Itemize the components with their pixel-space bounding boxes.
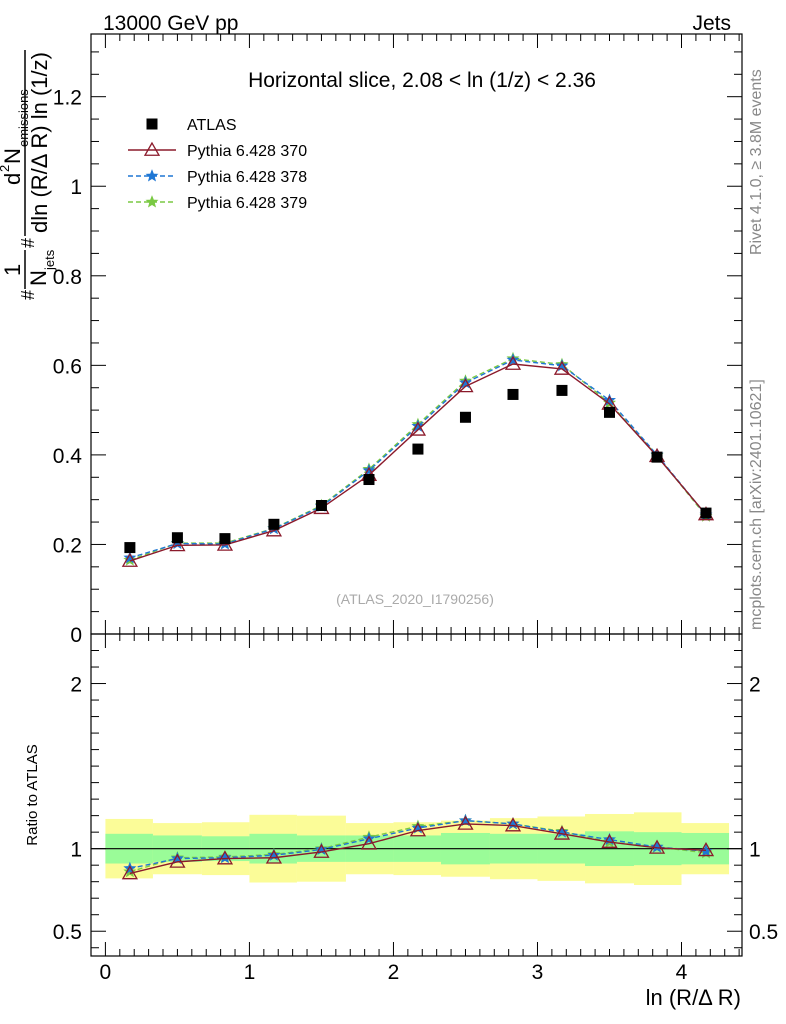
y-main-tick-label-0.8: 0.8 [53,266,82,289]
ratio-y-label: Ratio to ATLAS [24,744,41,845]
series-0 [124,385,711,553]
process-label: Jets [692,12,731,35]
x-tick-label-4: 4 [676,961,688,984]
point-0-11 [652,452,663,463]
point-0-6 [412,444,423,455]
y-label-denominator: dln (R/Δ R) ln (1/z) [27,52,52,233]
point-0-3 [268,519,279,530]
y-ratio-tick-label-1: 1 [70,839,82,862]
series-3 [124,353,712,565]
chart-title: Horizontal slice, 2.08 < ln (1/z) < 2.36 [248,69,596,92]
y-label-one: 1 [0,264,25,276]
y-ratio-tick-label-right-2: 2 [749,674,761,697]
chart-watermark: (ATLAS_2020_I1790256) [336,591,494,607]
y-ratio-tick-label-0.5: 0.5 [53,921,82,944]
point-0-9 [556,385,567,396]
point-0-1 [172,532,183,543]
point-0-12 [700,508,711,519]
legend-marker-2 [146,170,157,181]
y-label-njets: N [26,270,51,286]
mcplots-label: mcplots.cern.ch [arXiv:2401.10621] [748,379,765,630]
y-main-tick-label-1.2: 1.2 [53,87,82,110]
legend-entry-3: Pythia 6.428 379 [128,195,307,212]
x-tick-label-1: 1 [244,961,256,984]
legend-label-2: Pythia 6.428 378 [187,169,307,186]
legend: ATLAS Pythia 6.428 370 Pythia 6.428 378 Pyt… [128,117,307,212]
energy-label: 13000 GeV pp [103,12,238,35]
point-0-10 [604,407,615,418]
legend-marker-0 [147,119,158,130]
y-label-nem: N [0,148,25,164]
legend-label-0: ATLAS [187,117,237,134]
y-main-tick-label-0.4: 0.4 [53,445,83,468]
point-0-0 [124,542,135,553]
x-tick-label-3: 3 [532,961,544,984]
legend-marker-1 [145,143,159,155]
series-line-2 [130,360,706,558]
point-0-8 [507,389,518,400]
legend-entry-0: ATLAS [147,117,237,134]
series-1 [123,357,713,566]
series-layer [123,353,713,879]
y-ratio-tick-label-2: 2 [70,674,82,697]
y-label-njets-sub: jets [42,249,57,271]
series-line-3 [130,359,706,560]
point-0-7 [460,412,471,423]
y-main-tick-label-0: 0 [70,624,82,647]
y-label-d: d [0,173,25,185]
y-main-tick-label-0.2: 0.2 [53,534,82,557]
y-label-hash: # [18,238,38,248]
rivet-label: Rivet 4.1.0, ≥ 3.8M events [748,69,765,255]
x-tick-label-2: 2 [388,961,400,984]
x-axis-label: ln (R/Δ R) [646,985,741,1010]
legend-entry-2: Pythia 6.428 378 [128,169,307,186]
series-2 [124,354,712,563]
ratio-panel-frame [91,634,742,956]
point-0-2 [219,533,230,544]
chart: 13000 GeV pp Jets Rivet 4.1.0, ≥ 3.8M ev… [0,0,786,1024]
legend-entry-1: Pythia 6.428 370 [128,143,307,160]
y-label-d-sup: 2 [0,165,12,172]
x-tick-label-0: 0 [100,961,112,984]
point-0-5 [363,474,374,485]
main-y-label: # 1 N jets # d 2 N emissions dln (R/Δ R)… [0,50,57,300]
y-label-prefix: # [18,290,38,300]
legend-label-3: Pythia 6.428 379 [187,195,307,212]
y-main-tick-label-0.6: 0.6 [53,355,82,378]
y-ratio-tick-label-right-0.5: 0.5 [749,921,778,944]
series-line-1 [130,364,706,561]
legend-marker-3 [146,196,157,207]
legend-label-1: Pythia 6.428 370 [187,143,307,160]
point-0-4 [316,500,327,511]
y-main-tick-label-1: 1 [70,176,82,199]
y-ratio-tick-label-right-1: 1 [749,839,761,862]
